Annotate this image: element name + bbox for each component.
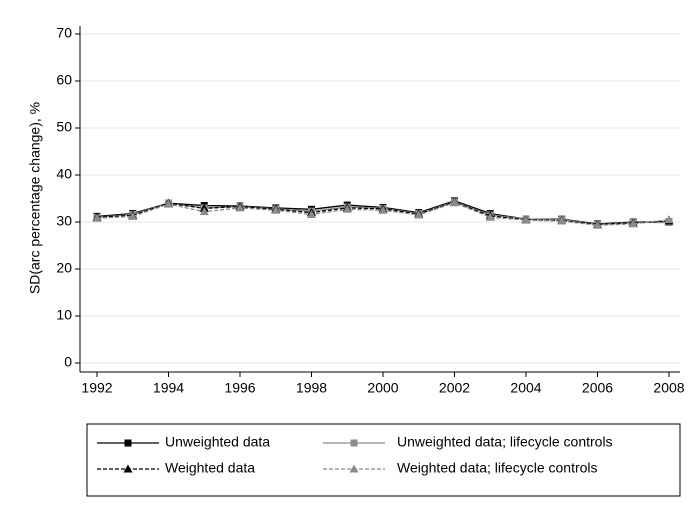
y-tick-label: 50 bbox=[56, 119, 72, 135]
y-tick-label: 20 bbox=[56, 260, 72, 276]
y-tick-label: 0 bbox=[64, 354, 72, 370]
marker bbox=[124, 439, 132, 447]
y-tick-label: 40 bbox=[56, 166, 72, 182]
legend-label: Unweighted data; lifecycle controls bbox=[397, 434, 613, 450]
marker bbox=[123, 464, 133, 473]
legend-label: Unweighted data bbox=[165, 434, 270, 450]
marker bbox=[593, 220, 602, 229]
x-tick-label: 2004 bbox=[510, 380, 541, 396]
marker bbox=[485, 212, 495, 221]
marker bbox=[521, 215, 531, 224]
x-tick-label: 1996 bbox=[224, 380, 255, 396]
marker bbox=[628, 219, 638, 228]
y-tick-label: 70 bbox=[56, 25, 72, 41]
marker bbox=[557, 216, 567, 225]
legend-box bbox=[86, 423, 681, 497]
x-tick-label: 2008 bbox=[653, 380, 684, 396]
marker bbox=[450, 198, 459, 207]
marker bbox=[128, 211, 138, 220]
x-tick-label: 2000 bbox=[367, 380, 398, 396]
marker bbox=[271, 205, 281, 214]
legend-label: Weighted data bbox=[165, 460, 255, 476]
marker bbox=[92, 213, 102, 222]
y-tick-label: 10 bbox=[56, 307, 72, 323]
marker bbox=[164, 199, 173, 208]
marker bbox=[414, 210, 424, 219]
x-tick-label: 2006 bbox=[582, 380, 613, 396]
y-axis-label: SD(arc percentage change), % bbox=[27, 102, 43, 294]
marker bbox=[199, 207, 209, 216]
marker bbox=[235, 203, 245, 212]
x-tick-label: 2002 bbox=[439, 380, 470, 396]
x-tick-label: 1992 bbox=[81, 380, 112, 396]
marker bbox=[378, 205, 388, 214]
marker bbox=[350, 439, 358, 447]
x-tick-label: 1994 bbox=[153, 380, 184, 396]
y-tick-label: 30 bbox=[56, 213, 72, 229]
y-tick-label: 60 bbox=[56, 72, 72, 88]
marker bbox=[349, 464, 359, 473]
legend-label: Weighted data; lifecycle controls bbox=[397, 460, 598, 476]
marker bbox=[307, 209, 316, 218]
marker bbox=[664, 215, 674, 224]
x-tick-label: 1998 bbox=[296, 380, 327, 396]
marker bbox=[342, 204, 352, 213]
